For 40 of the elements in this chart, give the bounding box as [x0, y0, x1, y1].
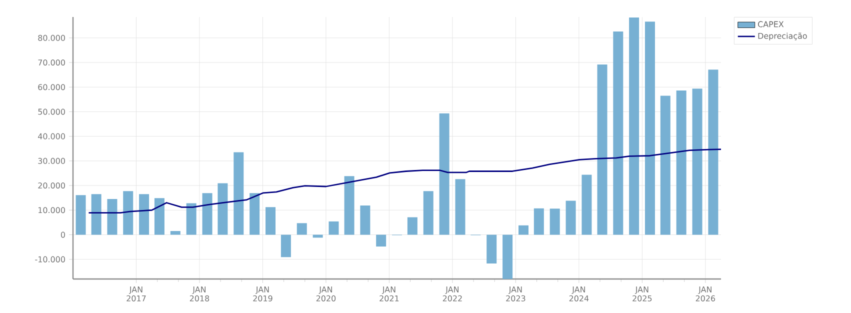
bar — [407, 217, 418, 235]
bar — [518, 225, 528, 235]
bar — [629, 17, 640, 235]
bar — [486, 234, 497, 264]
bar — [218, 183, 228, 235]
bar — [154, 198, 164, 235]
bar — [312, 234, 323, 238]
bar — [123, 191, 134, 235]
bar — [328, 221, 339, 235]
bar — [376, 234, 386, 247]
bar — [360, 205, 370, 235]
line-series — [88, 148, 722, 214]
bar — [597, 64, 608, 235]
bar — [455, 179, 466, 235]
bar — [439, 113, 450, 235]
bar — [692, 88, 702, 235]
bar — [139, 194, 150, 235]
bar — [250, 193, 260, 235]
bar — [423, 191, 434, 235]
bar — [644, 22, 655, 235]
bar — [202, 193, 212, 235]
bar — [296, 223, 307, 235]
bar — [550, 208, 560, 235]
bar — [613, 32, 624, 235]
bar — [344, 176, 354, 235]
bar — [91, 194, 102, 235]
bar — [676, 90, 686, 235]
bar — [107, 199, 118, 235]
bar — [534, 208, 544, 235]
bar — [266, 207, 276, 235]
bar — [660, 96, 670, 235]
bar — [170, 231, 180, 235]
bar — [582, 174, 592, 235]
bar — [566, 200, 576, 235]
bar — [234, 152, 244, 235]
bar — [708, 70, 718, 235]
bar — [76, 195, 86, 235]
bar — [502, 234, 513, 279]
bar — [280, 234, 291, 258]
bar — [186, 203, 196, 235]
